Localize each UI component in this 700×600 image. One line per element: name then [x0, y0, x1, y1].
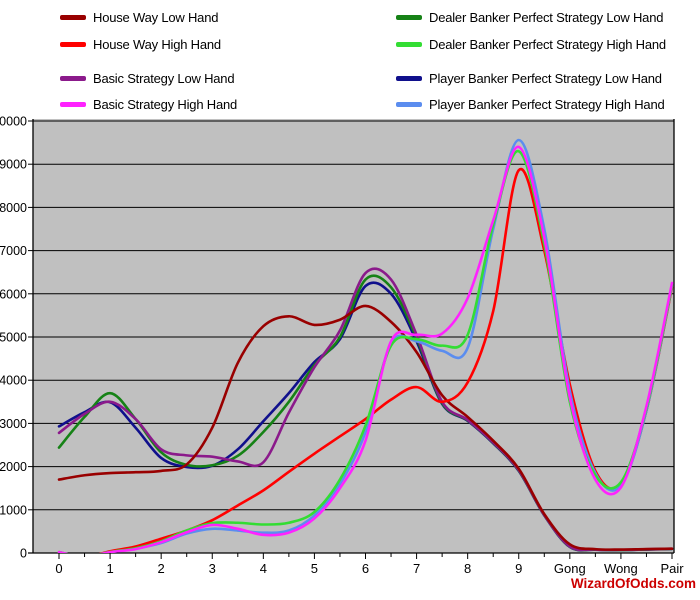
legend-label: Basic Strategy Low Hand: [93, 70, 235, 86]
x-tick-label: 3: [209, 561, 216, 576]
y-tick-label: 2000: [0, 460, 27, 474]
legend-label: House Way Low Hand: [93, 9, 219, 25]
legend-swatch-basic-strategy-high: [60, 101, 86, 107]
y-tick-label: 1000: [0, 503, 27, 517]
x-tick-label: 7: [413, 561, 420, 576]
legend-item-dealer-banker-low: Dealer Banker Perfect Strategy Low Hand: [396, 9, 663, 25]
legend-swatch-dealer-banker-high: [396, 41, 422, 47]
x-tick-label: 1: [106, 561, 113, 576]
legend-label: Player Banker Perfect Strategy Low Hand: [429, 70, 662, 86]
y-tick-label: 6000: [0, 287, 27, 301]
legend-label: Dealer Banker Perfect Strategy Low Hand: [429, 9, 664, 25]
legend-item-dealer-banker-high: Dealer Banker Perfect Strategy High Hand: [396, 36, 666, 52]
legend: House Way Low Hand House Way High Hand B…: [0, 0, 700, 112]
x-tick-label: 4: [260, 561, 267, 576]
legend-item-basic-strategy-low: Basic Strategy Low Hand: [60, 70, 235, 86]
series-basic-strategy-low-hand: [57, 267, 674, 552]
legend-label: House Way High Hand: [93, 36, 221, 52]
series-group: [57, 138, 674, 553]
x-tick-label: 2: [158, 561, 165, 576]
x-tick-label: Gong: [554, 561, 586, 576]
legend-label: Dealer Banker Perfect Strategy High Hand: [429, 36, 666, 52]
legend-item-house-way-low: House Way Low Hand: [60, 9, 218, 25]
x-tick-label: 0: [55, 561, 62, 576]
legend-swatch-player-banker-high: [396, 101, 422, 107]
legend-swatch-dealer-banker-low: [396, 14, 422, 20]
plot-area: [33, 119, 674, 553]
y-tick-label: 10000: [0, 115, 27, 129]
x-tick-label: Wong: [604, 561, 638, 576]
x-tick-label: 6: [362, 561, 369, 576]
y-tick-label: 4000: [0, 374, 27, 388]
series-house-way-high-hand: [57, 167, 674, 553]
y-tick-label: 5000: [0, 331, 27, 345]
legend-label: Player Banker Perfect Strategy High Hand: [429, 96, 665, 112]
legend-item-player-banker-low: Player Banker Perfect Strategy Low Hand: [396, 70, 662, 86]
y-tick-label: 8000: [0, 201, 27, 215]
legend-swatch-house-way-high: [60, 41, 86, 47]
legend-swatch-basic-strategy-low: [60, 75, 86, 81]
y-tick-label: 9000: [0, 158, 27, 172]
x-tick-label: 9: [515, 561, 522, 576]
series-basic-strategy-high-hand: [57, 145, 674, 553]
series-house-way-low-hand: [57, 304, 674, 551]
y-tick-label: 3000: [0, 417, 27, 431]
y-tick-label: 7000: [0, 244, 27, 258]
legend-item-player-banker-high: Player Banker Perfect Strategy High Hand: [396, 96, 665, 112]
legend-item-house-way-high: House Way High Hand: [60, 36, 221, 52]
legend-swatch-house-way-low: [60, 14, 86, 20]
y-tick-label: 0: [20, 547, 27, 561]
x-tick-label: 5: [311, 561, 318, 576]
watermark: WizardOfOdds.com: [570, 576, 696, 591]
x-tick-label: Pair: [660, 561, 684, 576]
legend-label: Basic Strategy High Hand: [93, 96, 238, 112]
legend-item-basic-strategy-high: Basic Strategy High Hand: [60, 96, 237, 112]
legend-swatch-player-banker-low: [396, 75, 422, 81]
x-tick-label: 8: [464, 561, 471, 576]
